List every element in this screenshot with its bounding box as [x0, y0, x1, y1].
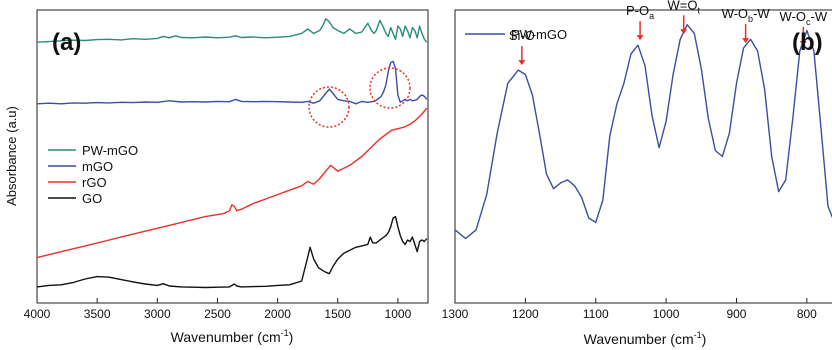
peak-arrowhead: [799, 41, 807, 47]
x-tick-label: 4000: [24, 307, 51, 321]
x-tick-label: 1300: [442, 307, 469, 321]
legend-entry: mGO: [82, 159, 113, 174]
series-line-go: [36, 215, 428, 289]
legend-entry: PW-mGO: [82, 143, 138, 158]
peak-arrowhead: [518, 60, 526, 66]
peak-label: W-Oc-W: [780, 9, 828, 27]
series-group-a: [36, 18, 428, 289]
peak-arrowhead: [742, 38, 750, 44]
series-group-b: [454, 24, 832, 240]
x-ticks-b: 1300 1200 1100 1000 900 800: [442, 298, 817, 321]
legend-entry: PW-mGO: [511, 27, 567, 42]
panel-b: 1300 1200 1100 1000 900 800 Si-O P-Oa W=Ot W-Ob-…: [442, 0, 832, 347]
series-line-pw-mgo: [454, 24, 832, 240]
x-tick-label: 1100: [583, 307, 609, 321]
x-tick-label: 2500: [204, 307, 231, 321]
y-axis-label-a: Absorbance (a.u): [4, 106, 19, 206]
panel-label-b: (b): [792, 29, 823, 56]
plot-frame-b: [454, 9, 832, 304]
x-tick-label: 3500: [84, 307, 111, 321]
x-tick-label: 2000: [264, 307, 291, 321]
x-axis-label-a: Wavenumber (cm-1): [171, 328, 294, 345]
legend-b: PW-mGO: [465, 27, 567, 42]
x-ticks-a: 4000 3500 3000 2500 2000 1500 1000: [24, 298, 412, 321]
series-line-rgo: [36, 107, 428, 259]
peak-arrowhead: [680, 29, 688, 35]
highlight-circle-2: [369, 67, 411, 109]
peak-label: W=Ot: [667, 0, 700, 15]
highlight-circle-1: [308, 86, 350, 128]
x-tick-label: 1000: [385, 307, 412, 321]
x-tick-label: 3000: [144, 307, 171, 321]
legend-entry: GO: [82, 191, 102, 206]
x-axis-label-b: Wavenumber (cm-1): [584, 330, 707, 347]
peak-label: W-Ob-W: [722, 6, 771, 24]
peak-arrowhead: [636, 35, 644, 41]
peak-label: Si-O: [509, 28, 535, 43]
peak-annotations-b: Si-O P-Oa W=Ot W-Ob-W W-Oc-W: [509, 0, 828, 66]
x-tick-label: 900: [726, 307, 746, 321]
x-tick-label: 1200: [512, 307, 539, 321]
panel-label-a: (a): [52, 29, 81, 56]
series-line-pw-mgo: [36, 18, 428, 43]
x-tick-label: 1500: [324, 307, 351, 321]
peak-label: P-Oa: [626, 3, 654, 21]
plot-frame-a: [36, 9, 429, 304]
x-tick-label: 800: [797, 307, 817, 321]
x-tick-label: 1000: [653, 307, 680, 321]
panel-a: 4000 3500 3000 2500 2000 1500 1000 (a) PW-mGOm…: [4, 9, 429, 345]
legend-entry: rGO: [82, 175, 107, 190]
series-line-mgo: [36, 60, 428, 105]
